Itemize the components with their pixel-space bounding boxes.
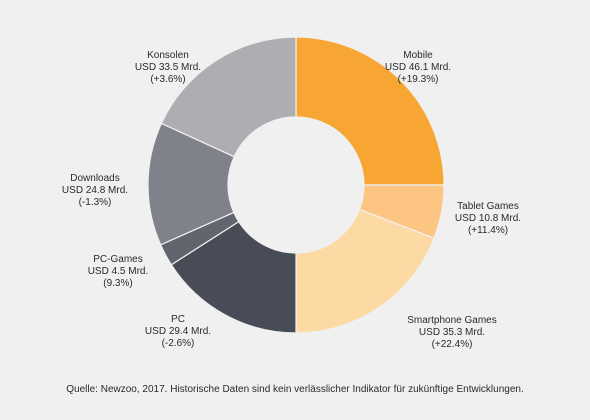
donut-slices [147,36,445,334]
slice-labels: Mobile USD 46.1 Mrd. (+19.3%) Tablet Games U… [62,50,521,350]
slice-pc [170,220,297,334]
label-pc: PC USD 29.4 Mrd. (-2.6%) [145,314,211,349]
label-mobile: Mobile USD 46.1 Mrd. (+19.3%) [385,50,451,85]
slice-smartphone-games [295,208,435,334]
slice-konsolen [160,36,297,158]
label-downloads: Downloads USD 24.8 Mrd. (-1.3%) [62,173,128,208]
slice-mobile [295,36,445,186]
source-note: Quelle: Newzoo, 2017. Historische Daten … [66,384,524,395]
label-pc-games: PC-Games USD 4.5 Mrd. (9.3%) [88,254,149,289]
label-tablet-games: Tablet Games USD 10.8 Mrd. (+11.4%) [455,201,521,236]
label-konsolen: Konsolen USD 33.5 Mrd. (+3.6%) [135,50,201,85]
label-smartphone-games: Smartphone Games USD 35.3 Mrd. (+22.4%) [407,315,497,350]
